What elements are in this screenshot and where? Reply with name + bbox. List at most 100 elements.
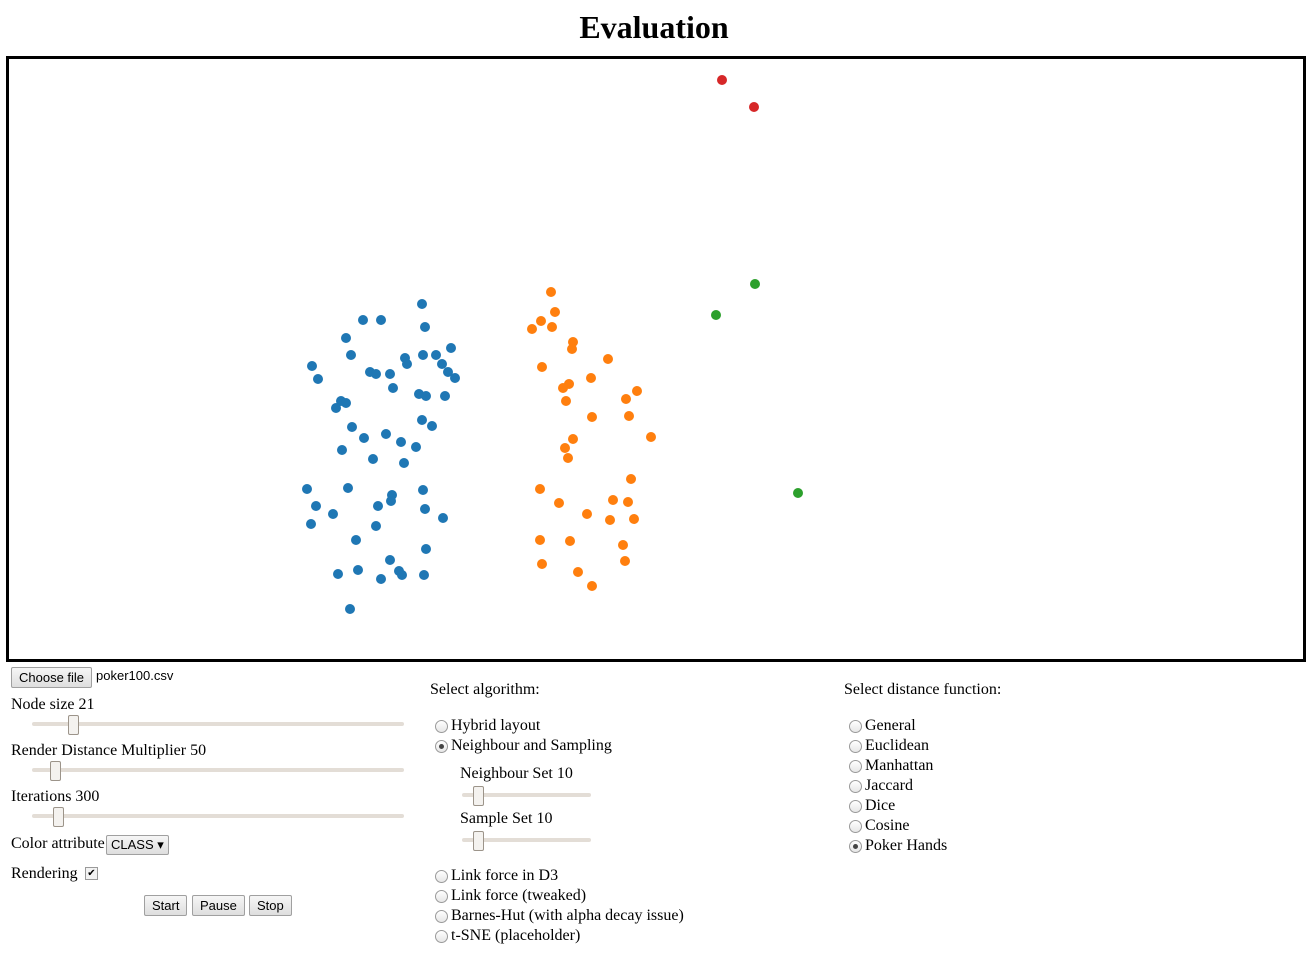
node (388, 383, 398, 393)
slider-track[interactable] (32, 722, 404, 726)
radio-button[interactable] (849, 780, 862, 793)
node (535, 484, 545, 494)
radio-button[interactable] (849, 760, 862, 773)
radio-button[interactable] (849, 720, 862, 733)
node (346, 350, 356, 360)
node (385, 369, 395, 379)
slider-thumb[interactable] (53, 807, 64, 827)
node (431, 350, 441, 360)
slider-track[interactable] (32, 768, 404, 772)
radio-button[interactable] (849, 740, 862, 753)
node (437, 359, 447, 369)
section-heading: Select distance function: (844, 681, 1002, 698)
section-heading: Select algorithm: (430, 681, 540, 698)
node (440, 391, 450, 401)
node (717, 75, 727, 85)
radio-label[interactable]: General (865, 717, 916, 734)
radio-label[interactable]: Link force (tweaked) (451, 887, 587, 904)
node (550, 307, 560, 317)
node (373, 501, 383, 511)
node (618, 540, 628, 550)
pause-button[interactable]: Pause (192, 895, 245, 916)
node (345, 604, 355, 614)
radio-button[interactable] (435, 740, 448, 753)
select[interactable]: CLASS ▾ (106, 835, 169, 855)
node (421, 544, 431, 554)
radio-label[interactable]: t-SNE (placeholder) (451, 927, 581, 944)
node (368, 454, 378, 464)
node (568, 434, 578, 444)
node (381, 429, 391, 439)
radio-label[interactable]: Dice (865, 797, 896, 814)
radio-label[interactable]: Barnes-Hut (with alpha decay issue) (451, 907, 684, 924)
node (341, 398, 351, 408)
radio-button[interactable] (435, 930, 448, 943)
node (333, 569, 343, 579)
node (450, 373, 460, 383)
node (582, 509, 592, 519)
node (421, 391, 431, 401)
node (565, 536, 575, 546)
node (527, 324, 537, 334)
node (793, 488, 803, 498)
node (397, 570, 407, 580)
slider-thumb[interactable] (473, 831, 484, 851)
stop-button[interactable]: Stop (249, 895, 292, 916)
slider-thumb[interactable] (473, 786, 484, 806)
radio-button[interactable] (849, 820, 862, 833)
node (331, 403, 341, 413)
node (307, 361, 317, 371)
node (371, 369, 381, 379)
node (341, 333, 351, 343)
node (347, 422, 357, 432)
slider-thumb[interactable] (50, 761, 61, 781)
file-button[interactable]: Choose file (11, 667, 93, 688)
node (750, 279, 760, 289)
node (546, 287, 556, 297)
radio-label[interactable]: Poker Hands (865, 837, 948, 854)
radio-button[interactable] (849, 840, 862, 853)
radio-button[interactable] (435, 870, 448, 883)
start-button[interactable]: Start (144, 895, 188, 916)
radio-label[interactable]: Euclidean (865, 737, 929, 754)
slider-label: Iterations 300 (11, 788, 100, 805)
page-title: Evaluation (579, 9, 729, 45)
slider-track[interactable] (462, 838, 591, 842)
radio-button[interactable] (435, 910, 448, 923)
node (586, 373, 596, 383)
node (427, 421, 437, 431)
radio-label[interactable]: Neighbour and Sampling (451, 737, 612, 754)
radio-label[interactable]: Link force in D3 (451, 867, 559, 884)
node (587, 581, 597, 591)
slider-track[interactable] (462, 793, 591, 797)
node (302, 484, 312, 494)
node (328, 509, 338, 519)
node (376, 574, 386, 584)
node (567, 344, 577, 354)
radio-label[interactable]: Jaccard (865, 777, 913, 794)
node (629, 514, 639, 524)
slider-thumb[interactable] (68, 715, 79, 735)
slider-track[interactable] (32, 814, 404, 818)
node (371, 521, 381, 531)
radio-button[interactable] (435, 720, 448, 733)
node (621, 394, 631, 404)
radio-label[interactable]: Hybrid layout (451, 717, 541, 734)
node (560, 443, 570, 453)
checkbox[interactable]: ✔ (85, 867, 98, 880)
node (420, 504, 430, 514)
node (608, 495, 618, 505)
node (418, 485, 428, 495)
node (711, 310, 721, 320)
select-label: Color attribute (11, 835, 105, 852)
node (420, 322, 430, 332)
node (646, 432, 656, 442)
radio-label[interactable]: Cosine (865, 817, 910, 834)
node (417, 299, 427, 309)
radio-button[interactable] (435, 890, 448, 903)
node (623, 497, 633, 507)
node (749, 102, 759, 112)
radio-button[interactable] (849, 800, 862, 813)
radio-label[interactable]: Manhattan (865, 757, 934, 774)
